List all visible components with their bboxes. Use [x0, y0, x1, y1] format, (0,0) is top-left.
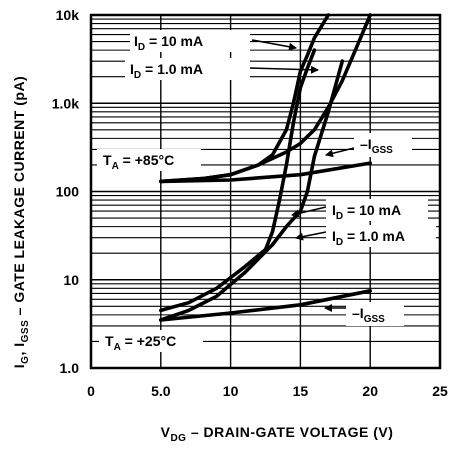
y-tick-label: 10k [56, 7, 80, 23]
annotation-id10-85: ID = 10 mA [134, 33, 203, 53]
annotation-igss-85: –IGSS [360, 136, 393, 156]
annotation-arrow [291, 206, 327, 218]
y-tick-label: 100 [56, 184, 80, 200]
annotation-background [125, 58, 250, 80]
annotation-background [346, 302, 404, 326]
annotation-arrows [249, 39, 355, 312]
annotation-arrow [249, 65, 319, 74]
tick-labels: 0 5.0 10 15 20 25 10k 1.0k 100 10 1.0 [52, 7, 448, 399]
annotation-ta85: TA = +85°C [103, 152, 174, 172]
annotation-arrow [325, 147, 355, 158]
series-layer [159, 13, 373, 322]
annotation-background [97, 149, 201, 171]
x-tick-label: 5.0 [151, 383, 171, 399]
y-tick-label: 10 [63, 272, 79, 288]
annotations: TA = +85°C TA = +25°C ID = 10 mA ID = 1.0 m… [97, 30, 436, 353]
y-tick-label: 1.0k [52, 95, 79, 111]
plot-frame [89, 13, 442, 370]
annotation-background [354, 133, 412, 157]
annotation-id10-25: ID = 10 mA [332, 202, 401, 222]
x-tick-label: 20 [362, 383, 378, 399]
x-tick-label: 0 [87, 383, 95, 399]
series-line-6 [159, 288, 373, 322]
annotation-arrow [295, 231, 327, 241]
series-line-3 [159, 161, 373, 184]
x-tick-label: 10 [223, 383, 239, 399]
annotation-igss-25: –IGSS [352, 305, 385, 325]
annotation-ta25: TA = +25°C [105, 333, 176, 353]
series-line-4 [159, 48, 317, 313]
x-tick-label: 25 [432, 383, 448, 399]
x-axis-title: VDG – DRAIN-GATE VOLTAGE (V) [161, 424, 394, 444]
annotation-background [99, 330, 203, 352]
y-tick-label: 1.0 [60, 360, 80, 376]
annotation-background [130, 30, 250, 52]
series-line-2 [159, 13, 373, 184]
x-tick-label: 15 [293, 383, 309, 399]
y-axis-title: IG, IGSS – GATE LEAKAGE CURRENT (pA) [11, 76, 31, 368]
annotation-background [326, 225, 436, 247]
annotation-id1-85: ID = 1.0 mA [130, 61, 203, 81]
annotation-id1-25: ID = 1.0 mA [332, 228, 405, 248]
annotation-arrow [251, 39, 297, 51]
series-line-5 [159, 59, 345, 322]
annotation-background [326, 199, 428, 221]
